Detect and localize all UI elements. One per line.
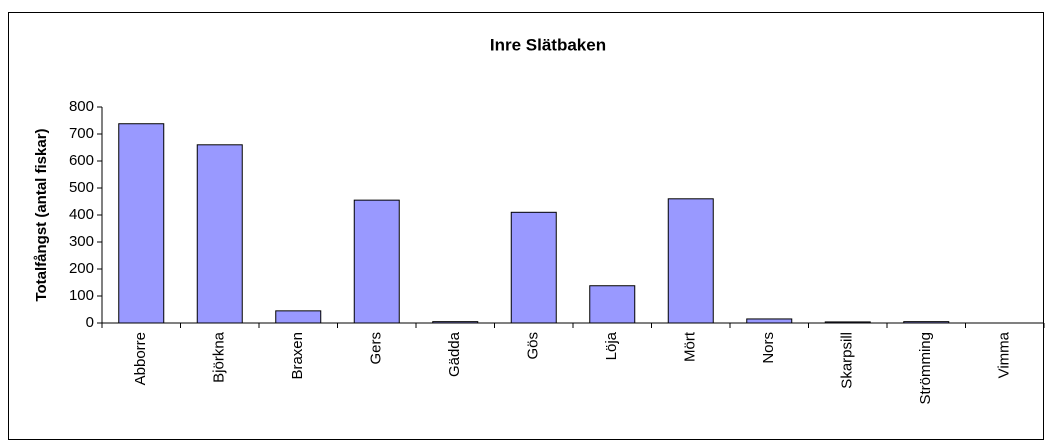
bar [667,198,714,324]
bar [589,285,636,324]
chart-title: Inre Slätbaken [490,35,606,54]
x-tick-label: Björkna [211,331,228,383]
bar [353,199,400,324]
bar [746,318,793,324]
x-tick-label: Gös [525,332,542,360]
x-tick-label: Gers [368,332,385,365]
y-tick-label: 600 [69,152,94,169]
x-tick-label: Strömming [917,332,934,405]
x-tick-label: Braxen [289,332,306,380]
bar [275,310,322,324]
y-tick-label: 800 [69,98,94,115]
y-tick-label: 500 [69,179,94,196]
y-tick-label: 0 [86,314,94,331]
x-tick-label: Skarpsill [839,332,856,389]
x-tick-label: Mört [682,331,699,362]
y-tick-label: 700 [69,125,94,142]
y-tick-label: 100 [69,287,94,304]
y-tick-label: 400 [69,206,94,223]
bar [118,123,165,324]
bar [196,144,243,324]
y-tick-label: 200 [69,260,94,277]
x-tick-label: Abborre [132,332,149,385]
x-tick-label: Nors [760,332,777,364]
y-axis-label: Totalfångst (antal fiskar) [33,128,50,301]
bar [510,211,557,324]
x-tick-label: Gädda [446,331,463,377]
y-tick-label: 300 [69,233,94,250]
x-tick-label: Löja [603,331,620,360]
x-tick-label: Vimma [996,331,1013,378]
